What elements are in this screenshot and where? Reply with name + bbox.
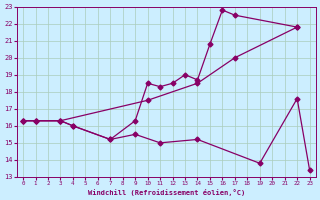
X-axis label: Windchill (Refroidissement éolien,°C): Windchill (Refroidissement éolien,°C) [88, 189, 245, 196]
